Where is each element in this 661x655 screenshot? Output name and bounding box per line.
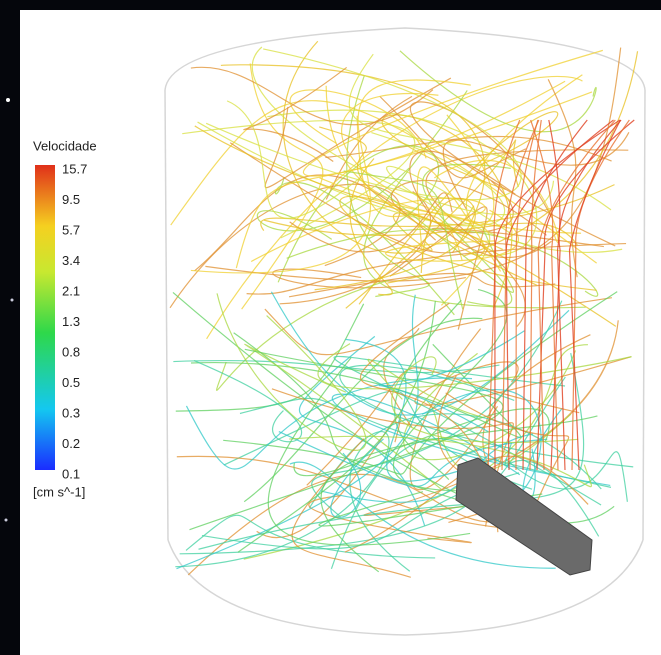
screenshot: Velocidade 15.7 9.5 5.7 3.4 2.1 1.3 0.8 0.5 0.3 0… — [0, 0, 661, 655]
legend-tick-label: 0.5 — [62, 375, 80, 390]
legend-unit: [cm s^-1] — [33, 484, 85, 499]
legend-tick-label: 0.3 — [62, 405, 80, 420]
legend-tick-label: 5.7 — [62, 222, 80, 237]
legend-title: Velocidade — [33, 138, 97, 153]
star — [5, 519, 8, 522]
legend-tick-label: 9.5 — [62, 192, 80, 207]
legend-tick-label: 15.7 — [62, 161, 87, 176]
colorbar — [35, 165, 55, 470]
legend-tick-label: 0.8 — [62, 344, 80, 359]
legend-tick-label: 1.3 — [62, 314, 80, 329]
visualization: Velocidade 15.7 9.5 5.7 3.4 2.1 1.3 0.8 0.5 0.3 0… — [0, 0, 661, 655]
legend-tick-label: 0.2 — [62, 436, 80, 451]
legend-tick-label: 2.1 — [62, 283, 80, 298]
star — [11, 299, 14, 302]
legend-tick-label: 3.4 — [62, 253, 80, 268]
legend-tick-label: 0.1 — [62, 466, 80, 481]
star — [6, 98, 10, 102]
